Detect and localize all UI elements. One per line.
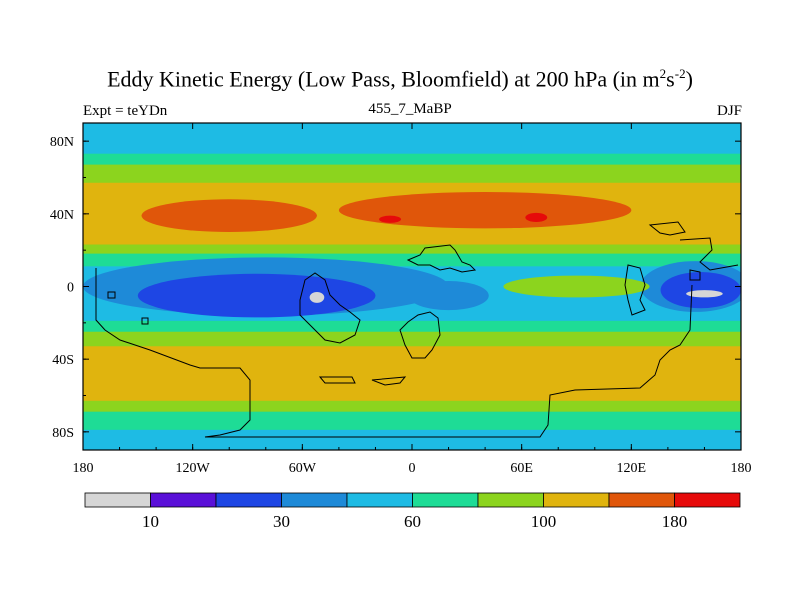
zonal-band-9	[83, 346, 741, 405]
contour-feature-9	[660, 271, 741, 309]
x-tick-label-1: 120W	[176, 461, 211, 476]
title-sup-1: 2	[659, 66, 667, 81]
coastline-africa-south	[399, 311, 441, 359]
coastline-maritime	[107, 291, 149, 325]
y-tick-label-0: 80N	[50, 135, 74, 150]
contour-feature-2	[379, 215, 402, 223]
contour-feature-1	[338, 192, 632, 229]
title-mid: s	[666, 66, 675, 92]
colorbar-swatch-8	[608, 492, 675, 508]
colorbar-swatch-5	[412, 492, 479, 508]
y-tick-label-2: 0	[67, 281, 74, 296]
coastline-americas	[95, 268, 693, 438]
y-tick-label-4: 80S	[52, 426, 74, 441]
coastline-pacific-islands	[689, 269, 701, 281]
title-sup-2: -2	[674, 66, 686, 81]
colorbar-swatch-0	[84, 492, 151, 508]
contour-feature-3	[525, 212, 548, 223]
x-tick-label-3: 0	[409, 461, 416, 476]
colorbar-swatch-6	[477, 492, 544, 508]
x-tick-label-6: 180	[731, 461, 752, 476]
contour-feature-7	[408, 281, 489, 311]
coastline-antarctic-coast	[318, 376, 407, 386]
colorbar-swatch-7	[543, 492, 610, 508]
experiment-label: Expt = teYDn	[83, 103, 168, 119]
contour-features	[83, 192, 741, 318]
contour-feature-11	[503, 275, 650, 298]
x-tick-label-5: 120E	[617, 461, 647, 476]
x-tick-label-2: 60W	[289, 461, 317, 476]
season-label: DJF	[716, 103, 742, 119]
coastline-asia	[648, 221, 739, 271]
colorbar-swatch-2	[215, 492, 282, 508]
y-tick-label-1: 40N	[50, 208, 74, 223]
run-id-label: 455_7_MaBP	[368, 101, 452, 117]
zonal-band-2	[83, 164, 741, 187]
contour-feature-0	[141, 199, 317, 232]
zonal-band-8	[83, 331, 741, 351]
x-tick-label-4: 60E	[510, 461, 533, 476]
colorbar-label-4: 180	[662, 512, 688, 531]
colorbar-swatch-1	[150, 492, 217, 508]
contour-feature-5	[137, 273, 376, 318]
y-axis: 80N 40N 0 40S 80S	[50, 135, 741, 441]
coastline-africa	[406, 244, 477, 273]
x-axis: 180 120W 60W 0 60E 120E 180	[73, 123, 752, 476]
colorbar-label-1: 30	[273, 512, 290, 531]
coastline	[95, 221, 739, 438]
title-end: )	[685, 66, 693, 92]
colorbar-swatch-3	[281, 492, 348, 508]
zonal-bands	[83, 123, 741, 450]
colorbar-label-2: 60	[404, 512, 421, 531]
colorbar-swatch-9	[674, 492, 741, 508]
y-tick-label-3: 40S	[52, 353, 74, 368]
colorbar: 10 30 60 100 180	[84, 492, 741, 531]
coastline-south-america	[299, 272, 361, 344]
title-main: Eddy Kinetic Energy (Low Pass, Bloomfiel…	[107, 66, 660, 92]
zonal-band-11	[83, 411, 741, 434]
colorbar-label-3: 100	[531, 512, 557, 531]
plot-area	[83, 123, 741, 450]
x-tick-label-0: 180	[73, 461, 94, 476]
chart-title: Eddy Kinetic Energy (Low Pass, Bloomfiel…	[0, 66, 800, 92]
coastline-indonesia	[624, 264, 646, 316]
colorbar-swatch-4	[346, 492, 413, 508]
contour-feature-10	[686, 290, 723, 298]
contour-feature-6	[309, 291, 325, 303]
colorbar-label-0: 10	[142, 512, 159, 531]
zonal-band-12	[83, 429, 741, 450]
